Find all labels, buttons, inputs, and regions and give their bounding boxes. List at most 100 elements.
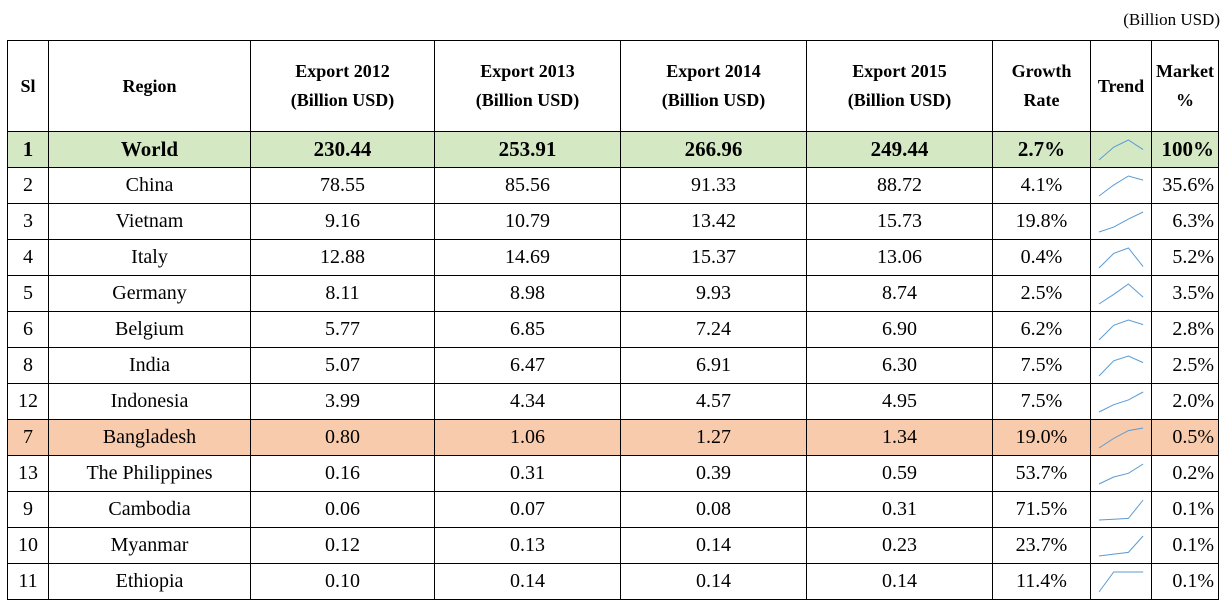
cell: 11 <box>7 563 49 600</box>
sparkline <box>1098 427 1144 449</box>
cell: India <box>48 347 251 384</box>
export-table: Sl Region Export 2012 (Billion USD) Export 2… <box>7 40 1219 600</box>
header-cell: Growth Rate <box>992 40 1091 132</box>
header-text: Export 2013 <box>480 61 575 81</box>
sparkline <box>1098 535 1144 557</box>
table-row: 4 Italy 12.88 14.69 15.37 13.06 0.4% 5.2% <box>7 239 1219 276</box>
table-body: 1 World 230.44 253.91 266.96 249.44 2.7% 100% 2 C… <box>7 131 1219 600</box>
header-cell: Export 2015 (Billion USD) <box>806 40 993 132</box>
cell: 35.6% <box>1151 167 1219 204</box>
sparkline <box>1098 463 1144 485</box>
cell: Germany <box>48 275 251 312</box>
cell: 6.2% <box>992 311 1091 348</box>
trend-line <box>1098 499 1144 521</box>
cell: Vietnam <box>48 203 251 240</box>
cell: 88.72 <box>806 167 993 204</box>
trend-line <box>1098 427 1144 449</box>
cell: 5 <box>7 275 49 312</box>
cell: 8.74 <box>806 275 993 312</box>
trend-line <box>1098 535 1144 557</box>
header-cell: Sl <box>7 40 49 132</box>
cell: 1.34 <box>806 419 993 456</box>
cell: Indonesia <box>48 383 251 420</box>
table-row: 11 Ethiopia 0.10 0.14 0.14 0.14 11.4% 0.1% <box>7 563 1219 600</box>
cell: 8.98 <box>434 275 621 312</box>
cell: 10.79 <box>434 203 621 240</box>
cell: 6.30 <box>806 347 993 384</box>
cell: 5.77 <box>250 311 435 348</box>
table-row: 2 China 78.55 85.56 91.33 88.72 4.1% 35.6% <box>7 167 1219 204</box>
cell: 9 <box>7 491 49 528</box>
cell: 23.7% <box>992 527 1091 564</box>
cell: 2.8% <box>1151 311 1219 348</box>
cell: 2.0% <box>1151 383 1219 420</box>
cell: 230.44 <box>250 131 435 168</box>
trend-line <box>1098 319 1144 341</box>
cell: 0.31 <box>806 491 993 528</box>
cell: 0.16 <box>250 455 435 492</box>
trend-line <box>1098 391 1144 413</box>
trend-cell <box>1090 275 1152 312</box>
cell: Myanmar <box>48 527 251 564</box>
cell: 0.14 <box>620 563 807 600</box>
cell: 13.42 <box>620 203 807 240</box>
header-text: (Billion USD) <box>661 90 766 110</box>
cell: 13 <box>7 455 49 492</box>
header-cell: Region <box>48 40 251 132</box>
cell: 3.5% <box>1151 275 1219 312</box>
trend-cell <box>1090 311 1152 348</box>
cell: 3 <box>7 203 49 240</box>
sparkline <box>1098 211 1144 233</box>
trend-cell <box>1090 419 1152 456</box>
cell: 2 <box>7 167 49 204</box>
cell: 12 <box>7 383 49 420</box>
cell: 3.99 <box>250 383 435 420</box>
cell: 6.91 <box>620 347 807 384</box>
header-text: % <box>1175 90 1194 110</box>
header-text: Growth <box>1011 61 1072 81</box>
cell: Belgium <box>48 311 251 348</box>
cell: 0.2% <box>1151 455 1219 492</box>
sparkline <box>1098 391 1144 413</box>
header-text: Sl <box>20 75 36 96</box>
cell: 7.5% <box>992 383 1091 420</box>
cell: 253.91 <box>434 131 621 168</box>
trend-line <box>1098 571 1144 593</box>
header-cell: Trend <box>1090 40 1152 132</box>
sparkline <box>1098 319 1144 341</box>
cell: 0.31 <box>434 455 621 492</box>
cell: 4.95 <box>806 383 993 420</box>
cell: 6.85 <box>434 311 621 348</box>
cell: 7 <box>7 419 49 456</box>
cell: 6.3% <box>1151 203 1219 240</box>
trend-cell <box>1090 563 1152 600</box>
cell: 53.7% <box>992 455 1091 492</box>
header-text: (Billion USD) <box>847 90 952 110</box>
trend-cell <box>1090 383 1152 420</box>
trend-line <box>1098 463 1144 485</box>
cell: 6.90 <box>806 311 993 348</box>
cell: 0.07 <box>434 491 621 528</box>
cell: Cambodia <box>48 491 251 528</box>
header-text: (Billion USD) <box>290 90 395 110</box>
cell: 7.5% <box>992 347 1091 384</box>
sparkline <box>1098 571 1144 593</box>
cell: 4 <box>7 239 49 276</box>
header-text: Export 2014 <box>666 61 761 81</box>
cell: 8.11 <box>250 275 435 312</box>
unit-note: (Billion USD) <box>1123 10 1220 29</box>
cell: 4.34 <box>434 383 621 420</box>
table-row: 1 World 230.44 253.91 266.96 249.44 2.7% 100% <box>7 131 1219 168</box>
cell: 9.93 <box>620 275 807 312</box>
header-cell: Export 2013 (Billion USD) <box>434 40 621 132</box>
cell: 12.88 <box>250 239 435 276</box>
trend-cell <box>1090 491 1152 528</box>
cell: 0.5% <box>1151 419 1219 456</box>
cell: 7.24 <box>620 311 807 348</box>
header-cell: Export 2012 (Billion USD) <box>250 40 435 132</box>
trend-line <box>1098 247 1144 269</box>
cell: 14.69 <box>434 239 621 276</box>
cell: 0.39 <box>620 455 807 492</box>
header-text: Trend <box>1097 75 1145 96</box>
